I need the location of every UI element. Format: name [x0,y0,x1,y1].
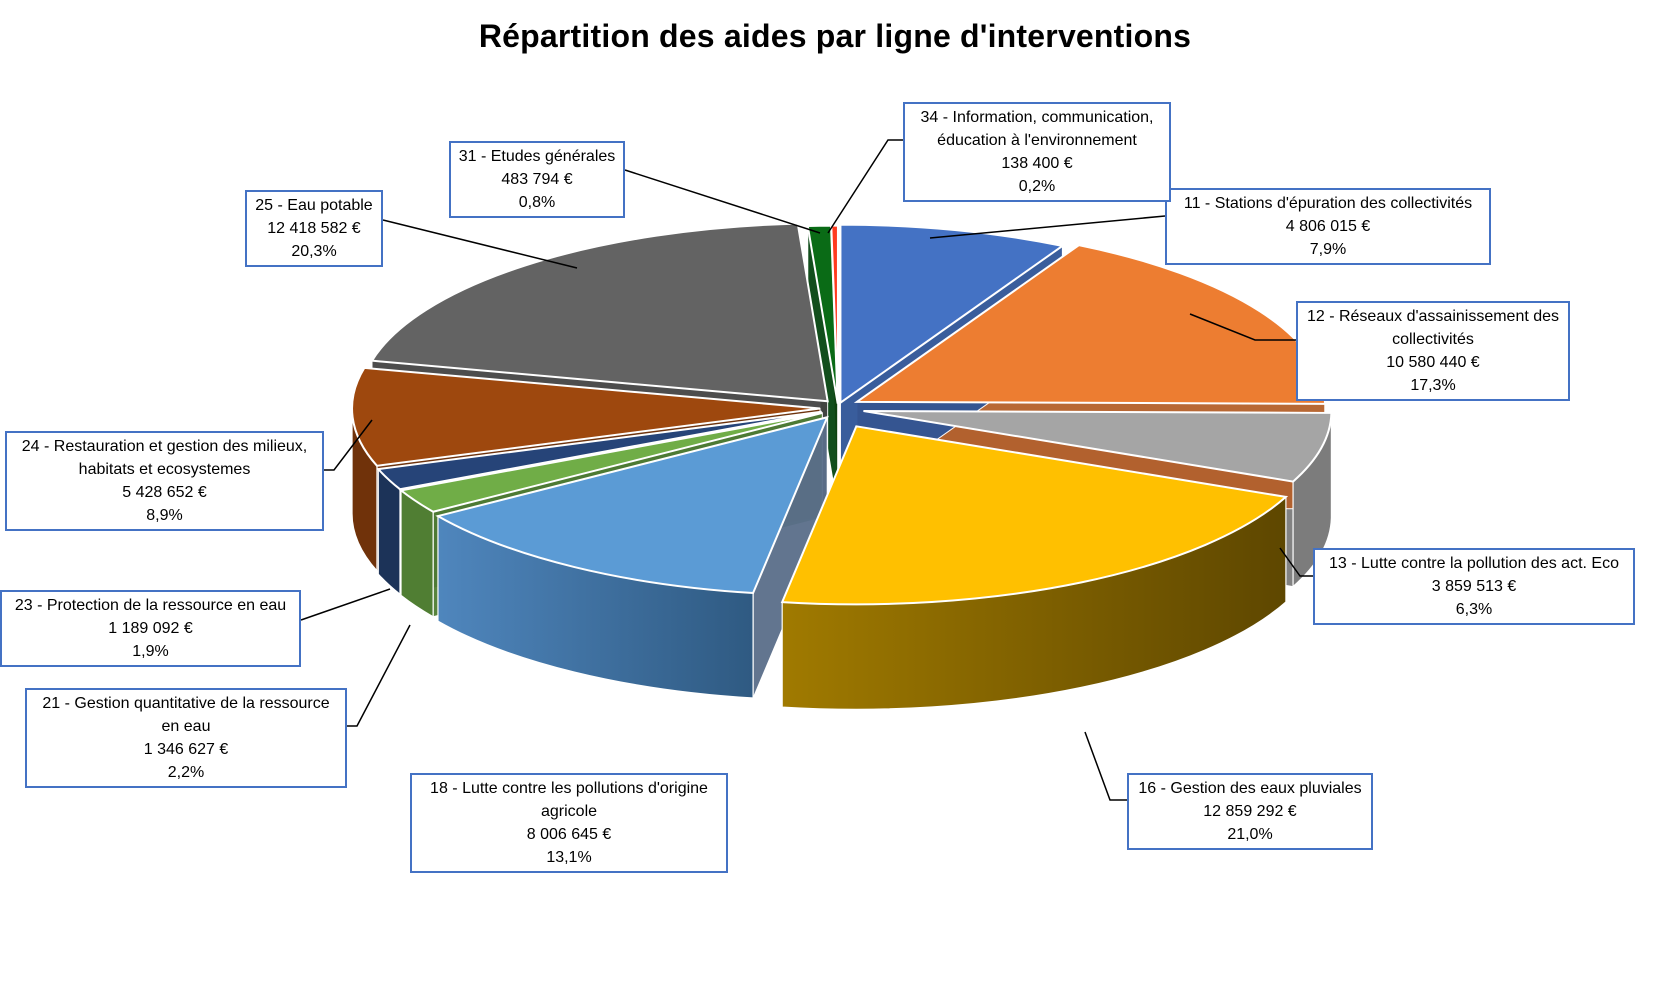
data-label-value: 8 006 645 € [526,826,612,843]
pie-tops [351,222,1333,606]
data-label: 18 - Lutte contre les pollutions d'origi… [410,773,728,873]
data-label-name: 31 - Etudes générales [458,148,616,165]
data-label-percent: 17,3% [1410,377,1456,394]
data-label-percent: 0,2% [1018,178,1056,195]
leader-line [324,419,373,471]
pie-slice [398,411,823,513]
data-label: 12 - Réseaux d'assainissement des collec… [1296,301,1570,401]
data-label-name: 34 - Information, communication, éducati… [920,109,1154,149]
leader-line [1279,547,1313,577]
data-label-percent: 8,9% [146,507,183,524]
pie-slice [435,415,829,595]
data-label-name: 12 - Réseaux d'assainissement des collec… [1306,308,1560,348]
leader-lines [300,139,1313,801]
pie-slice [351,366,821,467]
data-label-percent: 2,2% [167,764,205,781]
pie-slice [863,409,1333,483]
data-label: 25 - Eau potable 12 418 582 € 20,3% [245,190,383,267]
data-label-percent: 20,3% [291,243,337,260]
chart-title: Répartition des aides par ligne d'interv… [478,18,1192,54]
data-label-name: 23 - Protection de la ressource en eau [14,597,287,614]
data-label-value: 5 428 652 € [122,484,207,501]
leader-line [382,219,578,269]
data-label-percent: 7,9% [1309,241,1347,258]
data-label-percent: 0,8% [518,194,556,211]
data-label-name: 24 - Restauration et gestion des milieux… [21,438,308,478]
data-label-name: 18 - Lutte contre les pollutions d'origi… [430,780,708,820]
data-label-name: 16 - Gestion des eaux pluviales [1138,780,1362,797]
pie-slice [839,223,1065,405]
data-label-value: 138 400 € [1001,155,1073,172]
leader-line [827,139,903,234]
data-label-name: 25 - Eau potable [255,197,373,214]
pie-slice [370,222,829,403]
data-label-value: 12 418 582 € [267,220,361,237]
data-label-value: 483 794 € [501,171,573,188]
data-label-value: 12 859 292 € [1203,803,1297,820]
data-label-value: 3 859 513 € [1431,578,1517,595]
data-label-value: 10 580 440 € [1386,354,1480,371]
data-label: 34 - Information, communication, éducati… [903,102,1171,202]
data-label: 21 - Gestion quantitative de la ressourc… [25,688,347,788]
data-label-percent: 6,3% [1455,601,1493,618]
pie-slice [780,425,1289,606]
leader-line [624,169,821,234]
data-label-percent: 1,9% [132,643,169,660]
leader-line [1084,731,1127,801]
data-label-name: 11 - Stations d'épuration des collectivi… [1183,195,1473,212]
data-label-value: 4 806 015 € [1285,218,1371,235]
data-label: 31 - Etudes générales 483 794 € 0,8% [449,141,625,218]
leader-line [347,624,411,727]
data-label: 13 - Lutte contre la pollution des act. … [1313,548,1635,625]
data-label: 23 - Protection de la ressource en eau 1 … [0,590,301,667]
data-label-percent: 13,1% [546,849,592,866]
pie-slice [376,410,822,491]
data-label-name: 13 - Lutte contre la pollution des act. … [1329,555,1619,572]
data-label-percent: 21,0% [1227,826,1273,843]
data-label-value: 1 346 627 € [143,741,229,758]
pie-slice [830,224,839,404]
leader-line [1189,313,1296,341]
data-label: 11 - Stations d'épuration des collectivi… [1165,188,1491,265]
leader-line [300,588,391,621]
leader-line [929,215,1166,239]
data-label-name: 21 - Gestion quantitative de la ressourc… [42,695,330,735]
data-label-value: 1 189 092 € [108,620,193,637]
data-label: 24 - Restauration et gestion des milieux… [5,431,324,531]
data-label: 16 - Gestion des eaux pluviales 12 859 29… [1127,773,1373,850]
